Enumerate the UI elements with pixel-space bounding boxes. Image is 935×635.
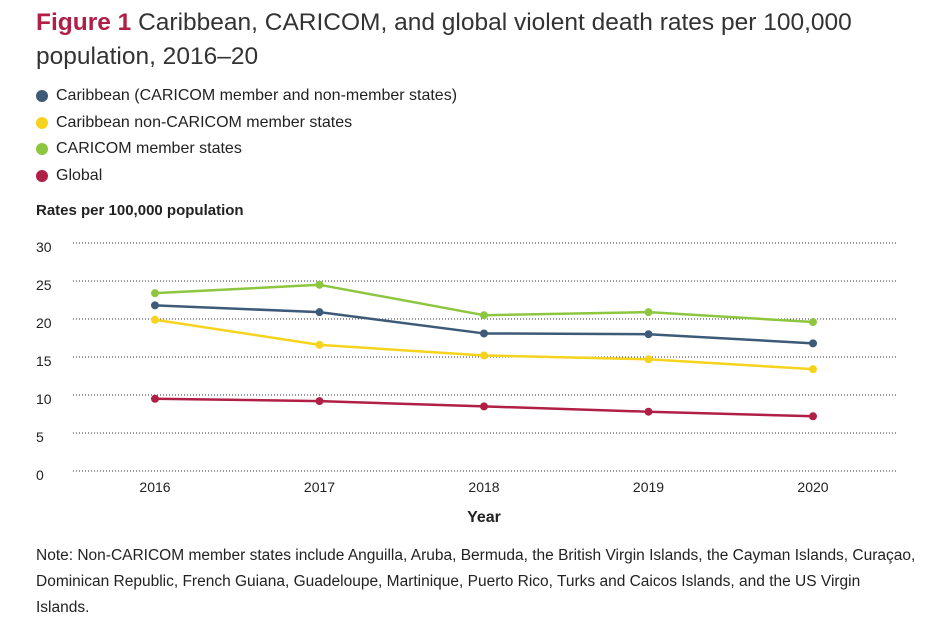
data-point xyxy=(480,351,488,360)
figure-label: Figure 1 xyxy=(36,9,132,36)
x-axis-title: Year xyxy=(467,509,501,526)
data-point xyxy=(809,339,817,348)
data-point xyxy=(315,280,324,289)
data-point xyxy=(644,407,653,416)
data-point xyxy=(480,329,488,338)
series-line xyxy=(154,318,814,371)
legend-label: Caribbean (CARICOM member and non-member… xyxy=(56,87,458,105)
y-tick-label: 20 xyxy=(36,315,52,331)
x-tick-label: 2019 xyxy=(633,479,664,495)
data-point xyxy=(315,340,324,349)
data-point xyxy=(809,412,817,421)
y-tick-label: 25 xyxy=(36,277,52,293)
data-point xyxy=(315,308,324,317)
data-point xyxy=(480,402,488,411)
data-point xyxy=(151,394,159,403)
x-tick-label: 2020 xyxy=(797,479,828,495)
legend-item: Caribbean non-CARICOM member states xyxy=(36,110,457,137)
y-tick-label: 5 xyxy=(36,429,44,445)
x-tick-label: 2016 xyxy=(139,479,170,495)
data-point xyxy=(644,308,653,317)
data-point xyxy=(644,355,653,364)
figure-title: Figure 1 Caribbean, CARICOM, and global … xyxy=(36,6,916,74)
y-tick-label: 0 xyxy=(36,467,44,483)
x-tick-label: 2017 xyxy=(304,479,335,495)
data-point xyxy=(644,330,653,339)
y-axis-title: Rates per 100,000 population xyxy=(36,202,244,219)
data-point xyxy=(809,318,817,327)
legend-label: Global xyxy=(56,166,103,184)
data-point xyxy=(151,301,159,310)
data-point xyxy=(809,365,817,374)
y-tick-label: 10 xyxy=(36,391,52,407)
legend-marker xyxy=(36,116,48,129)
data-point xyxy=(480,311,488,320)
data-point xyxy=(151,315,159,324)
line-chart: 0 5 10 15 20 25 30 2016 2017 2018 2019 2020 Year xyxy=(36,239,896,526)
figure-note: Note: Non-CARICOM member states include … xyxy=(36,547,916,616)
chart-legend: Caribbean (CARICOM member and non-member… xyxy=(36,83,457,189)
figure-title-text: Caribbean, CARICOM, and global violent d… xyxy=(36,9,852,70)
legend-item: Global xyxy=(36,163,457,190)
series-line xyxy=(154,304,814,345)
legend-marker xyxy=(36,143,48,156)
legend-marker xyxy=(36,169,48,182)
legend-label: CARICOM member states xyxy=(56,140,242,158)
legend-marker xyxy=(36,90,48,103)
data-point xyxy=(151,289,159,298)
x-tick-label: 2018 xyxy=(468,479,499,495)
y-tick-label: 15 xyxy=(36,353,52,369)
legend-item: CARICOM member states xyxy=(36,136,457,163)
data-point xyxy=(315,397,324,406)
legend-item: Caribbean (CARICOM member and non-member… xyxy=(36,83,457,110)
legend-label: Caribbean non-CARICOM member states xyxy=(56,113,353,131)
y-tick-label: 30 xyxy=(36,239,52,255)
